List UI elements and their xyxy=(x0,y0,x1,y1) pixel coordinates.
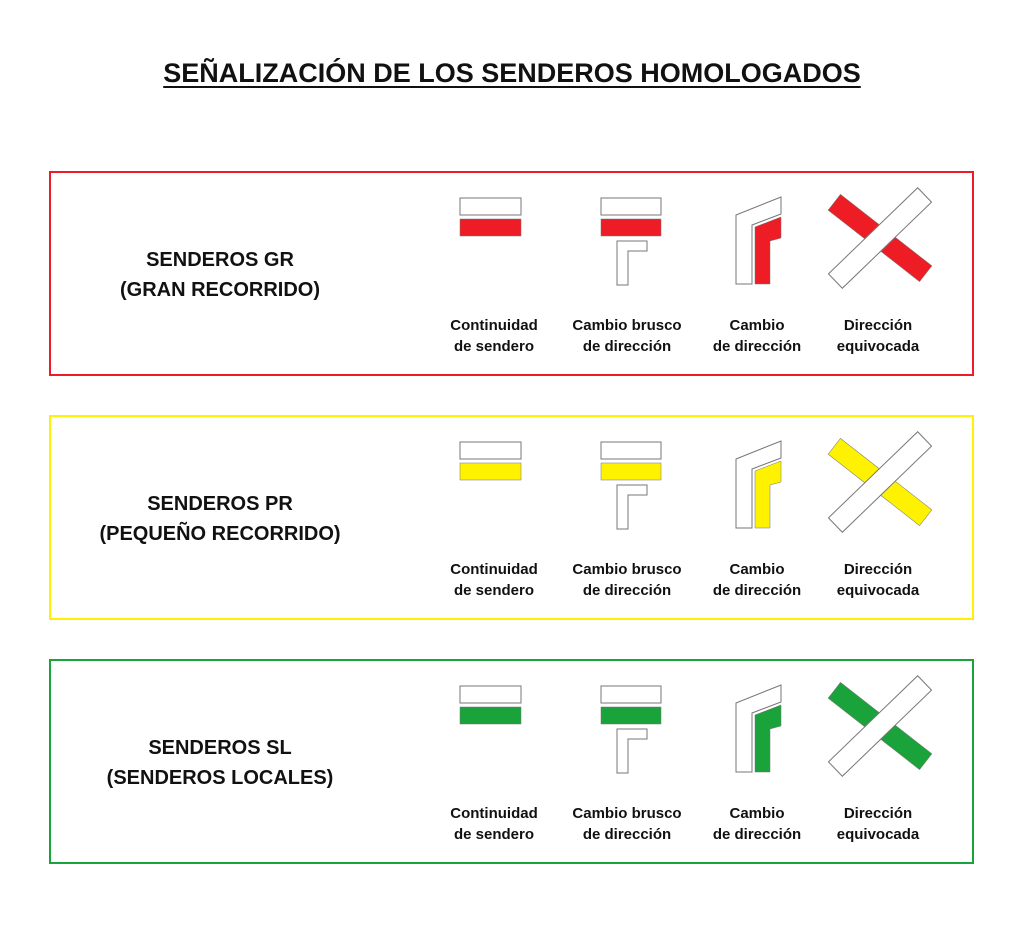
mark-label-line2: de dirección xyxy=(582,338,672,355)
mark-label: Cambio de dirección xyxy=(687,559,827,601)
mark-label: Cambio brusco de dirección xyxy=(557,315,697,357)
section-title: SENDEROS GR (GRAN RECORRIDO) xyxy=(51,245,389,305)
mark-label: Cambio brusco de dirección xyxy=(557,803,697,845)
mark-label-line2: equivocada xyxy=(836,338,920,355)
mark-label-line1: Dirección xyxy=(843,805,913,822)
mark-label-line1: Cambio xyxy=(729,317,785,334)
mark-label-line1: Cambio brusco xyxy=(572,561,682,578)
section-title-line1: SENDEROS GR xyxy=(146,249,294,271)
mark-label: Continuidad de sendero xyxy=(424,803,564,845)
mark-label: Cambio de dirección xyxy=(687,315,827,357)
section-title-line1: SENDEROS PR xyxy=(147,493,293,515)
turn-mark-icon xyxy=(735,440,782,529)
mark-label-line2: equivocada xyxy=(836,826,920,843)
turn-mark-icon xyxy=(735,684,782,773)
page-title: SEÑALIZACIÓN DE LOS SENDEROS HOMOLOGADOS xyxy=(163,58,861,88)
mark-label-line2: de dirección xyxy=(582,582,672,599)
mark-label-line1: Dirección xyxy=(843,561,913,578)
section-title: SENDEROS PR (PEQUEÑO RECORRIDO) xyxy=(51,489,389,549)
mark-label: Cambio brusco de dirección xyxy=(557,559,697,601)
mark-label-line1: Continuidad xyxy=(450,317,538,334)
mark-label: Dirección equivocada xyxy=(808,803,948,845)
marks-svg xyxy=(459,431,933,533)
section-title-line2: (PEQUEÑO RECORRIDO) xyxy=(99,523,341,545)
wrong-way-mark-icon xyxy=(827,431,933,533)
mark-label-line1: Cambio brusco xyxy=(572,317,682,334)
mark-label: Cambio de dirección xyxy=(687,803,827,845)
mark-label-line2: de sendero xyxy=(453,338,535,355)
mark-label-line2: de dirección xyxy=(712,338,802,355)
section-title-line1: SENDEROS SL xyxy=(148,737,292,759)
section-title-line2: (SENDEROS LOCALES) xyxy=(106,767,334,789)
wrong-way-mark-icon xyxy=(827,187,933,289)
mark-label-line2: de dirección xyxy=(712,582,802,599)
continuity-mark-icon xyxy=(459,441,522,481)
mark-label-line2: equivocada xyxy=(836,582,920,599)
mark-label-line2: de dirección xyxy=(582,826,672,843)
mark-label-line2: de sendero xyxy=(453,826,535,843)
continuity-mark-icon xyxy=(459,197,522,237)
mark-label-line2: de sendero xyxy=(453,582,535,599)
sharp-turn-mark-icon xyxy=(600,441,662,530)
marks-svg xyxy=(459,187,933,289)
wrong-way-mark-icon xyxy=(827,675,933,777)
mark-label: Dirección equivocada xyxy=(808,559,948,601)
mark-label-line2: de dirección xyxy=(712,826,802,843)
mark-label-line1: Cambio xyxy=(729,805,785,822)
section-pr: SENDEROS PR (PEQUEÑO RECORRIDO) Continuid… xyxy=(49,415,974,620)
mark-label-line1: Continuidad xyxy=(450,561,538,578)
mark-label-line1: Cambio xyxy=(729,561,785,578)
mark-label: Continuidad de sendero xyxy=(424,559,564,601)
turn-mark-icon xyxy=(735,196,782,285)
sharp-turn-mark-icon xyxy=(600,685,662,774)
marks-svg xyxy=(459,675,933,777)
section-title-line2: (GRAN RECORRIDO) xyxy=(120,279,320,301)
mark-label: Continuidad de sendero xyxy=(424,315,564,357)
mark-label-line1: Dirección xyxy=(843,317,913,334)
continuity-mark-icon xyxy=(459,685,522,725)
section-title: SENDEROS SL (SENDEROS LOCALES) xyxy=(51,733,389,793)
mark-label-line1: Cambio brusco xyxy=(572,805,682,822)
mark-label-line1: Continuidad xyxy=(450,805,538,822)
sharp-turn-mark-icon xyxy=(600,197,662,286)
mark-label: Dirección equivocada xyxy=(808,315,948,357)
section-sl: SENDEROS SL (SENDEROS LOCALES) Continuida… xyxy=(49,659,974,864)
section-gr: SENDEROS GR (GRAN RECORRIDO) Continuidad d… xyxy=(49,171,974,376)
